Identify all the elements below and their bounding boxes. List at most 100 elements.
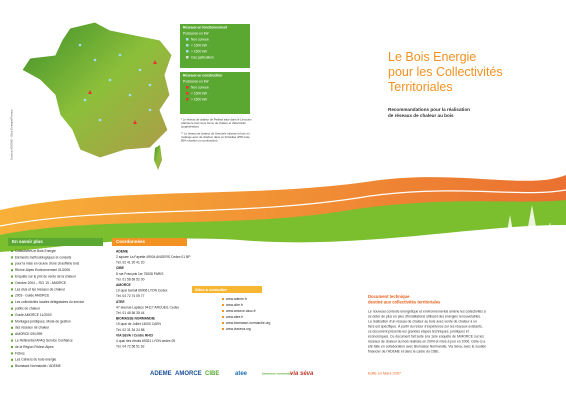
- legend-item: > 1500 kW: [191, 97, 208, 101]
- doc-paragraph: économiques. Ce document fait suite à la…: [368, 334, 484, 338]
- doc-paragraph: Le nouveau contexte énergétique et envir…: [368, 309, 486, 313]
- contact-line: Tél. 01 46 56 35 44: [116, 311, 145, 315]
- bullet: [11, 314, 13, 316]
- doc-paragraph: été faite en collaboration avec Biomasse…: [368, 344, 486, 348]
- partner-logo: ADEME: [150, 371, 172, 377]
- doc-heading: Document technique: [368, 294, 410, 299]
- list-item: AMORCE 09/1999: [15, 332, 42, 336]
- bullet: [11, 365, 13, 368]
- legend-symbol: [186, 92, 189, 95]
- list-item: public de chaleur: [15, 307, 41, 311]
- doc-heading: destiné aux collectivités territoriales: [368, 300, 441, 305]
- partner-logo: AMORCE: [175, 371, 202, 377]
- list-item: pour la mise en œuvre d'une chaufferie b…: [15, 262, 80, 266]
- doc-title: Territoriales: [388, 80, 453, 94]
- legend-symbol: [186, 98, 189, 101]
- bullet: [11, 307, 13, 310]
- site-link: www.atee.fr: [226, 315, 244, 319]
- bullet: [11, 301, 13, 304]
- contact-line: Tél. 04 72 74 09 77: [116, 294, 145, 298]
- list-item: Enquête sur le prix de vente de la chale…: [15, 275, 77, 279]
- bullet: [11, 326, 13, 329]
- doc-edition: Edité en Mars 2007: [368, 371, 401, 375]
- list-item: Collectivités et Bois Energie: [15, 249, 56, 253]
- legend-note: * Le réseau de chaleur de Pelleas situé …: [181, 117, 252, 121]
- partner-logo: biomasse normandie: [262, 371, 292, 375]
- doc-paragraph: réseaux de chaleur au bois réalisée en 2…: [368, 339, 485, 343]
- legend-item: > 1500 kW: [191, 49, 208, 53]
- map: [21, 21, 173, 170]
- bullet: [11, 269, 13, 272]
- bullet: [11, 288, 13, 291]
- contact-line: CIBE: [116, 266, 125, 270]
- contact-line: AMORCE: [116, 283, 131, 287]
- contact-line: Tél. 02 31 34 24 88: [116, 328, 145, 332]
- legend-item: < 1500 kW: [191, 43, 208, 47]
- list-item: Eléments méthodologiques et conseils: [15, 255, 72, 259]
- contact-line: 8 rue François 1er 75008 PARIS: [116, 272, 164, 276]
- legend-note: valorise le bois sous forme de chaleur e…: [181, 121, 246, 125]
- list-item: Montages juridiques, Mode de gestion: [15, 319, 71, 323]
- site-link: www.viaseva.org: [226, 327, 251, 331]
- legend-box: [180, 72, 250, 114]
- list-item: Les Cahiers du bois-énergie: [15, 358, 56, 362]
- map-source: Source ADEME - Bois Energie/France: [9, 109, 13, 160]
- section-header: [192, 286, 262, 293]
- section-title: Sites à consulter: [195, 287, 227, 292]
- doc-paragraph: financier de l'ADEME et dans le cadre du…: [368, 349, 440, 353]
- contact-line: ADEME: [116, 249, 129, 253]
- contact-line: Tél. 04 72 56 51 62: [116, 345, 145, 349]
- bullet: [11, 282, 13, 284]
- legend-symbol: [186, 56, 189, 59]
- legend-item: Non connue: [191, 37, 209, 41]
- contact-line: Tél. 02 41 20 41 20: [116, 261, 145, 265]
- legend-box: [180, 24, 250, 68]
- bullet: [222, 322, 224, 324]
- bullet: [222, 298, 224, 300]
- legend-item: Cas particuliers: [191, 55, 214, 59]
- legend-symbol: [186, 86, 189, 89]
- bullet: [11, 275, 13, 278]
- legend-note: ** Le réseau de chaleur de Grenoble valo…: [181, 131, 250, 135]
- contact-line: 10 quai Sarrail 69006 LYON Cedex: [116, 289, 168, 293]
- bullet: [11, 294, 13, 297]
- bullet: [222, 304, 224, 306]
- list-item: Biomasse Normandie / ADEME: [15, 364, 62, 368]
- legend-note: (cogénération): [181, 125, 199, 129]
- bullet: [222, 328, 224, 330]
- partner-logo: via sèva: [290, 371, 314, 377]
- legend-item: Non connue: [191, 85, 209, 89]
- contact-line: 47 avenue Laplace 94117 ARCUEIL Cedex: [116, 305, 179, 309]
- bullet: [11, 333, 13, 336]
- list-item: Octobre 2004 – RCI 19 - AMORCE: [15, 281, 67, 285]
- site-link: www.ademe.fr: [226, 297, 248, 301]
- bullet: [222, 310, 224, 312]
- bullet: [222, 316, 224, 318]
- list-item: de la Région Rhône-Alpes: [15, 345, 54, 349]
- section-title: En savoir plus: [12, 239, 43, 244]
- legend-symbol: [186, 50, 189, 53]
- bullet: [11, 256, 13, 259]
- doc-paragraph: tiers est spécifique. À partir du retour…: [368, 324, 483, 328]
- doc-paragraph: ce document présente les grandes étapes …: [368, 329, 469, 333]
- contact-line: 2 square La Fayette 49004 ANGERS Cedex 0…: [116, 255, 191, 259]
- list-item: des réseaux de chaleur: [15, 326, 50, 330]
- legend-item: < 1500 kW: [191, 91, 208, 95]
- doc-title: Le Bois Energie: [388, 50, 476, 64]
- bullet: [11, 320, 13, 323]
- contact-line: Tél. 01 56 69 52 00: [116, 277, 145, 281]
- legend-subtitle: Puissance en kW: [183, 31, 209, 35]
- contact-line: BIOMASSE NORMANDIE: [116, 317, 156, 321]
- bullet: [11, 262, 13, 265]
- legend-title: Réseaux en fonctionnement: [183, 25, 228, 29]
- bullet: [11, 352, 13, 355]
- partner-logo: CIBE: [205, 371, 219, 377]
- legend-subtitle: Puissance en kW: [183, 79, 209, 83]
- swoosh: [0, 175, 566, 272]
- doc-paragraph: se doter de plus en plus d'installations…: [368, 314, 481, 318]
- section-header: [112, 238, 187, 246]
- bullet: [11, 346, 13, 348]
- doc-title: pour les Collectivités: [388, 65, 503, 79]
